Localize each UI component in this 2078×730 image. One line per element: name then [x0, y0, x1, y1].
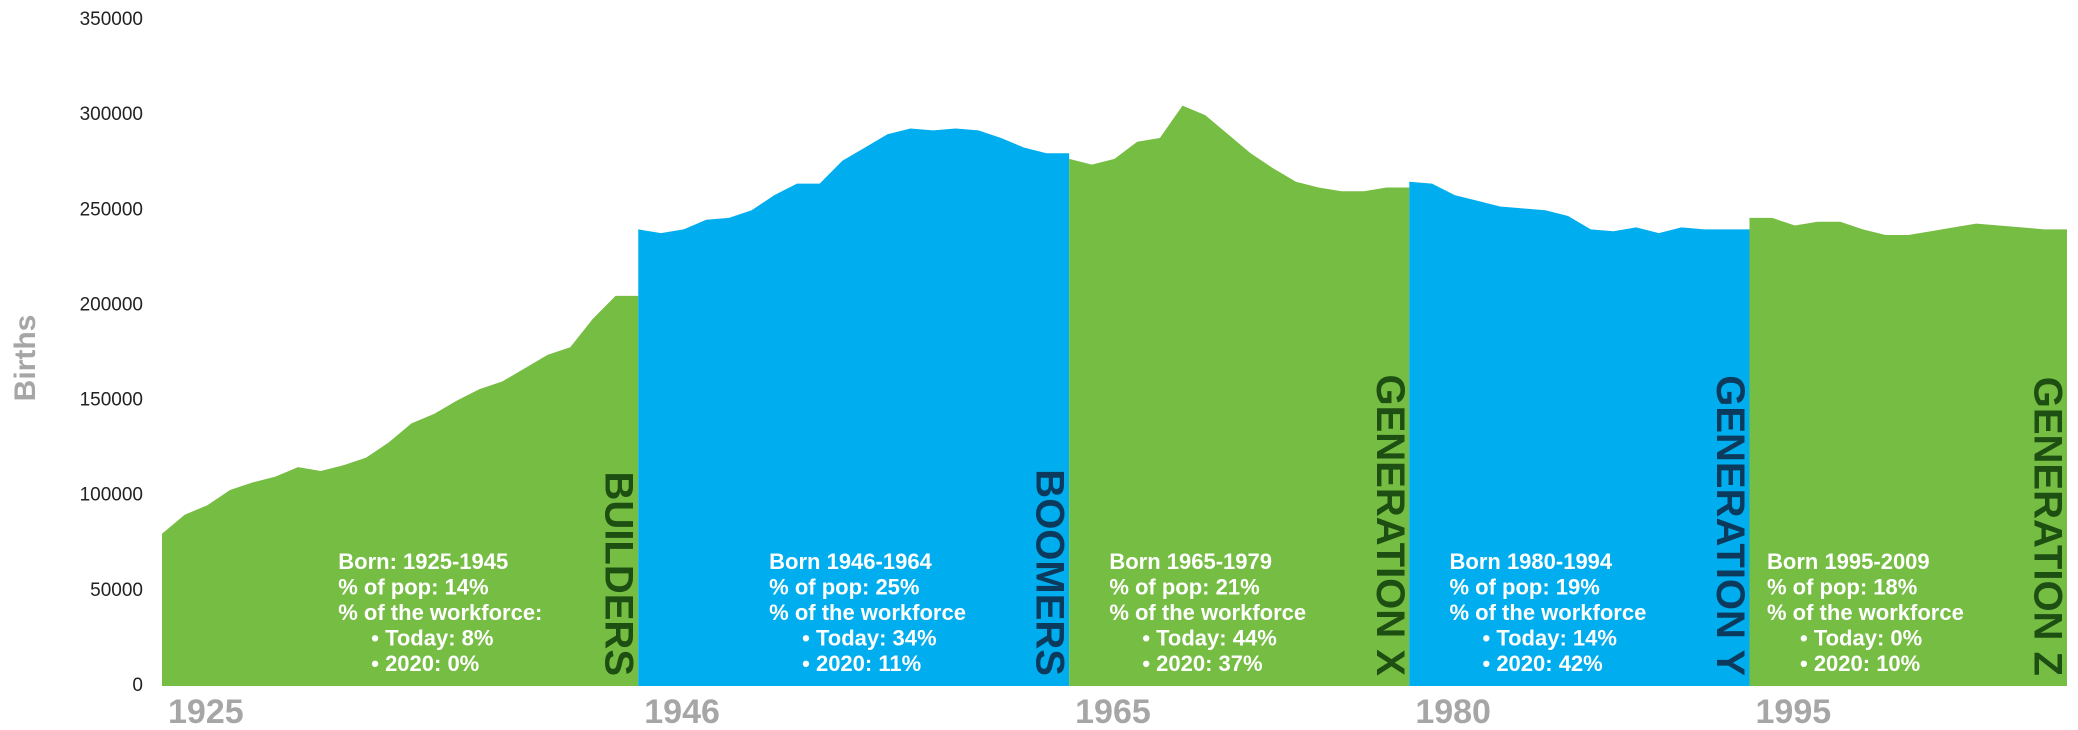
- generation-label: BUILDERS: [597, 472, 641, 676]
- info-text: • 2020: 42%: [1483, 651, 1603, 676]
- generation-label: GENERATION Z: [2025, 377, 2069, 676]
- area: [162, 295, 639, 686]
- info-text: % of pop: 21%: [1109, 574, 1259, 599]
- info-text: % of the workforce: [1109, 600, 1306, 625]
- y-axis-label: Births: [9, 315, 42, 402]
- info-text: % of the workforce: [1450, 600, 1647, 625]
- x-tick-label: 1965: [1075, 693, 1151, 730]
- y-tick-label: 100000: [80, 485, 143, 506]
- info-text: Born 1995-2009: [1767, 549, 1930, 574]
- y-tick-label: 200000: [80, 294, 143, 315]
- y-tick-label: 250000: [80, 199, 143, 220]
- generation-label: GENERATION X: [1368, 374, 1412, 676]
- x-tick-label: 1995: [1756, 693, 1832, 730]
- info-text: • 2020: 0%: [371, 651, 479, 676]
- info-text: % of pop: 25%: [769, 574, 919, 599]
- info-text: • Today: 0%: [1800, 625, 1922, 650]
- info-text: • Today: 44%: [1142, 625, 1276, 650]
- y-tick-label: 50000: [90, 580, 143, 601]
- info-text: % of the workforce: [769, 600, 966, 625]
- area: [1409, 181, 1750, 686]
- info-text: • 2020: 11%: [802, 651, 921, 676]
- y-tick-label: 350000: [80, 9, 143, 30]
- area: [638, 128, 1070, 686]
- info-text: • Today: 14%: [1483, 625, 1617, 650]
- x-tick-label: 1925: [168, 693, 244, 730]
- y-tick-label: 0: [132, 675, 143, 696]
- info-text: • Today: 34%: [802, 625, 936, 650]
- area: [1069, 105, 1410, 687]
- info-text: % of the workforce:: [338, 600, 542, 625]
- info-text: % of pop: 19%: [1450, 574, 1600, 599]
- y-tick-label: 150000: [80, 390, 143, 411]
- info-text: Born 1980-1994: [1450, 549, 1613, 574]
- info-text: Born: 1925-1945: [338, 549, 508, 574]
- y-tick-label: 300000: [80, 104, 143, 125]
- x-tick-label: 1946: [644, 693, 720, 730]
- info-text: • Today: 8%: [371, 625, 493, 650]
- generation-label: BOOMERS: [1028, 469, 1072, 676]
- area: [1749, 217, 2067, 686]
- info-text: % of pop: 18%: [1767, 574, 1917, 599]
- info-text: Born 1946-1964: [769, 549, 932, 574]
- x-tick-label: 1980: [1415, 693, 1491, 730]
- info-text: % of the workforce: [1767, 600, 1964, 625]
- info-text: % of pop: 14%: [338, 574, 488, 599]
- info-text: Born 1965-1979: [1109, 549, 1272, 574]
- info-text: • 2020: 37%: [1142, 651, 1262, 676]
- generation-label: GENERATION Y: [1708, 375, 1752, 676]
- info-text: • 2020: 10%: [1800, 651, 1920, 676]
